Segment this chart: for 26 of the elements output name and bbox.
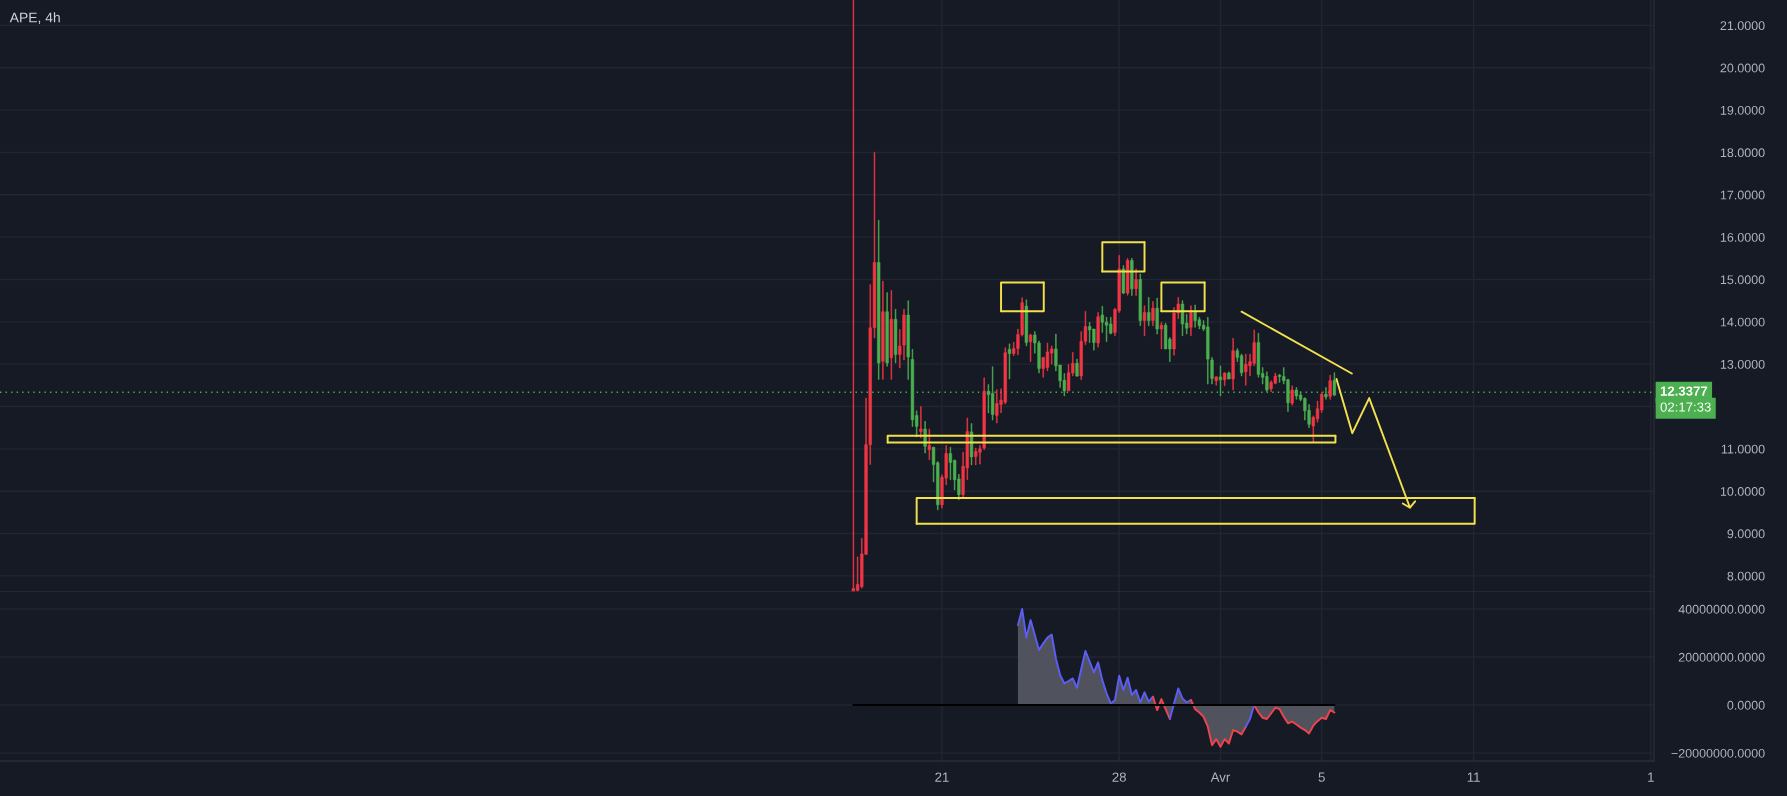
- y-tick-label: 15.0000: [1720, 275, 1765, 285]
- x-tick-label: 5: [1318, 772, 1325, 782]
- y-tick-label: −20000000.0000: [1671, 748, 1765, 758]
- y-tick-label: 9.0000: [1727, 529, 1765, 539]
- y-tick-label: 10.0000: [1720, 487, 1765, 496]
- y-tick-label: 13.0000: [1720, 359, 1765, 369]
- text: 02:17:33: [1660, 402, 1711, 412]
- y-tick-label: 21.0000: [1720, 21, 1765, 31]
- ref-line-label: 12.3377: [1660, 386, 1708, 396]
- y-tick-label: 0.0000: [1727, 700, 1765, 710]
- y-tick-label: 16.0000: [1720, 232, 1765, 242]
- x-tick-label: 21: [935, 772, 949, 782]
- x-tick-label: 1: [1648, 772, 1654, 782]
- x-tick-label: 11: [1467, 772, 1480, 782]
- y-tick-label: 8.0000: [1727, 571, 1765, 581]
- y-tick-label: 17.0000: [1720, 190, 1765, 200]
- x-tick-label: 28: [1112, 772, 1126, 782]
- x-tick-label: Avr: [1210, 772, 1231, 782]
- y-tick-label: 20000000.0000: [1678, 652, 1765, 662]
- text: APE, 4h: [9, 12, 60, 25]
- y-tick-label: 18.0000: [1720, 148, 1765, 158]
- y-tick-label: 40000000.0000: [1678, 604, 1765, 614]
- y-tick-label: 14.0000: [1720, 317, 1765, 327]
- y-tick-label: 20.0000: [1720, 63, 1765, 73]
- y-tick-label: 11.0000: [1721, 444, 1765, 454]
- y-tick-label: 19.0000: [1720, 105, 1765, 115]
